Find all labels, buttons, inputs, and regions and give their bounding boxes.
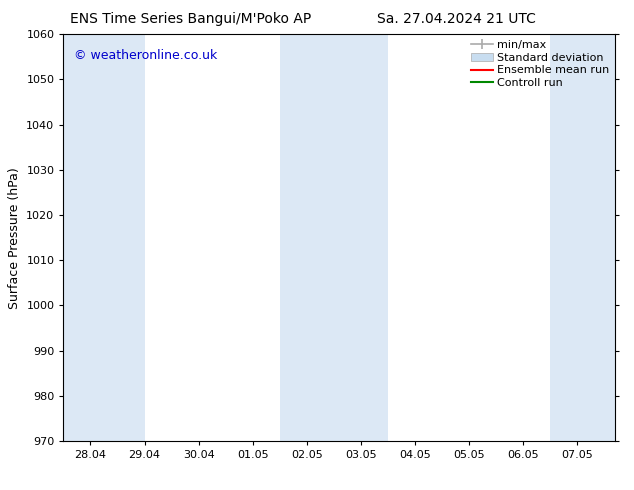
Y-axis label: Surface Pressure (hPa): Surface Pressure (hPa) [8,167,21,309]
Legend: min/max, Standard deviation, Ensemble mean run, Controll run: min/max, Standard deviation, Ensemble me… [469,38,612,91]
Text: ENS Time Series Bangui/M'Poko AP: ENS Time Series Bangui/M'Poko AP [70,12,311,26]
Bar [63,34,145,441]
Text: © weatheronline.co.uk: © weatheronline.co.uk [74,49,217,62]
Text: Sa. 27.04.2024 21 UTC: Sa. 27.04.2024 21 UTC [377,12,536,26]
Bar [280,34,388,441]
Bar [550,34,615,441]
